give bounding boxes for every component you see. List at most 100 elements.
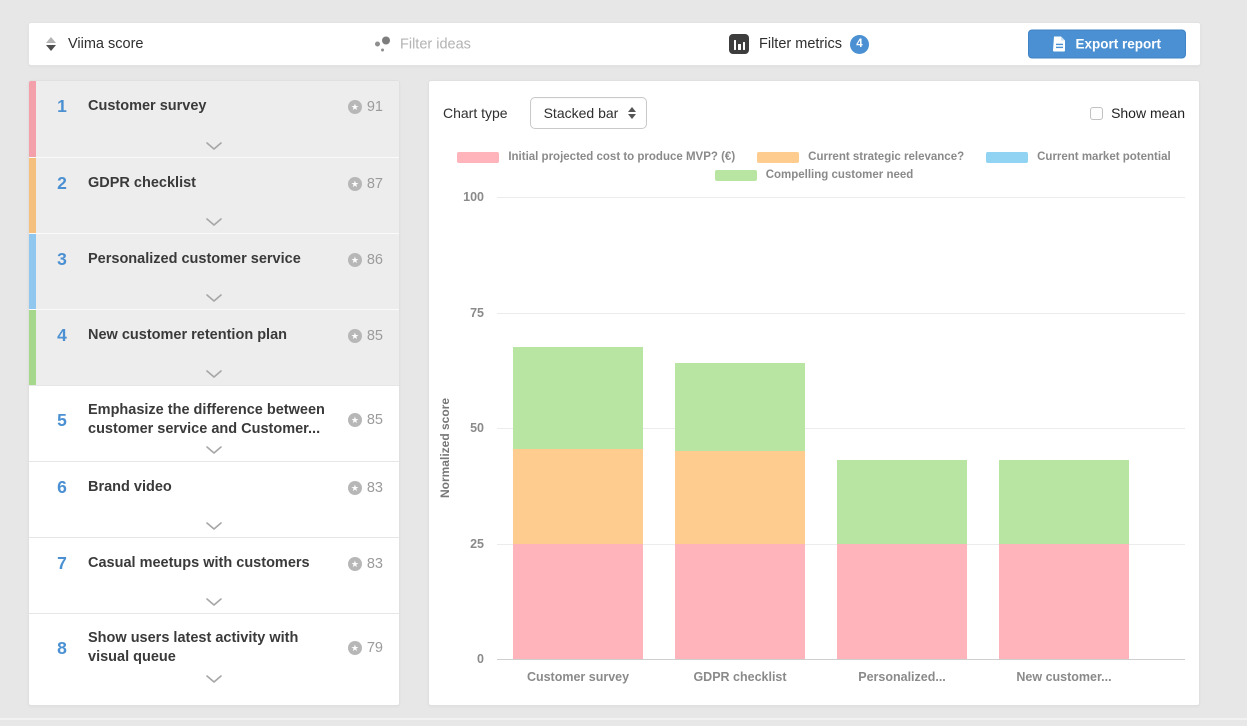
idea-row-main: 3 Personalized customer service ★ 86 xyxy=(29,249,399,270)
idea-rank: 7 xyxy=(57,553,67,574)
chart-bar xyxy=(497,197,659,659)
expand-chevron-icon[interactable] xyxy=(192,363,236,385)
y-axis-label: Normalized score xyxy=(438,397,452,498)
legend-label: Compelling customer need xyxy=(765,169,914,181)
show-mean-checkbox[interactable] xyxy=(1090,106,1104,120)
document-icon xyxy=(1053,36,1066,52)
idea-title: Emphasize the difference between custome… xyxy=(88,402,325,438)
idea-row[interactable]: 8 Show users latest activity with visual … xyxy=(29,613,399,690)
gridline xyxy=(497,428,1185,429)
legend-item: Current strategic relevance? xyxy=(757,151,964,163)
chart-type-select[interactable]: Stacked bar xyxy=(529,97,648,129)
export-report-label: Export report xyxy=(1075,36,1161,52)
idea-rank: 6 xyxy=(57,477,67,498)
idea-row-main: 4 New customer retention plan ★ 85 xyxy=(29,325,399,346)
legend-item: Current market potential xyxy=(986,151,1171,163)
y-tick-label: 100 xyxy=(463,190,484,204)
idea-score: ★ 83 xyxy=(347,555,383,572)
x-axis-labels: Customer survey GDPR checklist Personalize… xyxy=(497,670,1145,698)
idea-row[interactable]: 1 Customer survey ★ 91 xyxy=(29,81,399,157)
expand-chevron-icon[interactable] xyxy=(192,287,236,309)
idea-score: ★ 85 xyxy=(347,327,383,344)
legend-swatch xyxy=(714,169,757,181)
idea-score-value: 85 xyxy=(366,412,383,429)
score-star-icon: ★ xyxy=(347,176,362,191)
score-star-icon: ★ xyxy=(347,413,362,428)
y-tick-label: 0 xyxy=(477,652,484,666)
score-star-icon: ★ xyxy=(347,480,362,495)
idea-row-main: 5 Emphasize the difference between custom… xyxy=(29,401,399,439)
filter-metrics-control[interactable]: Filter metrics 4 xyxy=(729,34,869,54)
gridline xyxy=(497,197,1185,198)
idea-title: Customer survey xyxy=(88,97,207,114)
filter-ideas-control[interactable] xyxy=(374,36,540,53)
idea-row[interactable]: 2 GDPR checklist ★ 87 xyxy=(29,157,399,233)
select-arrows-icon xyxy=(628,107,637,119)
idea-score: ★ 87 xyxy=(347,175,383,192)
chart-type-label: Chart type xyxy=(443,105,508,121)
idea-title: Personalized customer service xyxy=(88,250,301,267)
expand-chevron-icon[interactable] xyxy=(192,515,236,537)
idea-rank: 8 xyxy=(57,637,67,658)
idea-row[interactable]: 7 Casual meetups with customers ★ 83 xyxy=(29,537,399,614)
idea-color-strip xyxy=(29,234,36,309)
idea-title: Casual meetups with customers xyxy=(88,555,310,572)
idea-color-strip xyxy=(29,81,36,157)
legend-label: Current strategic relevance? xyxy=(808,151,965,163)
score-star-icon: ★ xyxy=(347,641,362,656)
legend-swatch xyxy=(986,151,1029,163)
sort-by-control[interactable]: Viima score xyxy=(44,36,143,52)
idea-score-value: 83 xyxy=(366,555,383,572)
idea-row-main: 8 Show users latest activity with visual … xyxy=(29,629,399,667)
expand-chevron-icon[interactable] xyxy=(192,135,236,157)
bar-segment xyxy=(999,543,1129,659)
idea-row[interactable]: 5 Emphasize the difference between custom… xyxy=(29,385,399,462)
gridline xyxy=(497,312,1185,314)
expand-chevron-icon[interactable] xyxy=(192,591,236,613)
idea-score-value: 83 xyxy=(366,479,383,496)
idea-title: Brand video xyxy=(88,479,172,496)
plot-area: Normalized score 0 25 50 75 100 Customer sur… xyxy=(429,190,1185,698)
expand-chevron-icon[interactable] xyxy=(192,668,236,690)
idea-title: New customer retention plan xyxy=(88,326,288,343)
bar-chart-icon xyxy=(729,34,749,54)
show-mean-control[interactable]: Show mean xyxy=(1090,105,1185,121)
chart-bar xyxy=(821,197,983,659)
score-star-icon: ★ xyxy=(347,556,362,571)
chart-bar xyxy=(659,197,821,659)
y-tick-label: 25 xyxy=(470,536,484,551)
filter-ideas-input[interactable] xyxy=(400,36,540,52)
bar-stack xyxy=(999,197,1129,659)
score-star-icon: ★ xyxy=(347,99,362,114)
idea-rank: 1 xyxy=(57,96,67,116)
plot-grid: 0 25 50 75 100 xyxy=(463,190,1185,666)
expand-chevron-icon[interactable] xyxy=(192,211,236,233)
idea-row[interactable]: 3 Personalized customer service ★ 86 xyxy=(29,233,399,309)
legend-label: Current market potential xyxy=(1037,151,1171,163)
y-tick-label: 75 xyxy=(470,305,484,320)
bar-stack xyxy=(675,197,805,659)
idea-rank: 4 xyxy=(57,325,67,345)
idea-score-value: 85 xyxy=(366,327,383,344)
expand-chevron-icon[interactable] xyxy=(192,439,236,461)
chart-type-value: Stacked bar xyxy=(543,105,619,121)
y-tick-label: 50 xyxy=(470,421,484,435)
idea-score-value: 87 xyxy=(366,175,383,192)
idea-row-main: 7 Casual meetups with customers ★ 83 xyxy=(29,553,399,574)
export-report-button[interactable]: Export report xyxy=(1028,29,1186,59)
x-axis-label: Personalized... xyxy=(858,670,946,684)
bar-segment xyxy=(513,448,643,544)
idea-row-main: 6 Brand video ★ 83 xyxy=(29,477,399,498)
legend-item: Compelling customer need xyxy=(714,169,914,181)
idea-score: ★ 79 xyxy=(347,640,383,657)
idea-dots-icon xyxy=(374,36,391,53)
bar-segment xyxy=(999,460,1129,544)
idea-rank: 3 xyxy=(57,249,67,269)
idea-score-value: 79 xyxy=(366,640,383,657)
idea-row[interactable]: 6 Brand video ★ 83 xyxy=(29,461,399,538)
idea-row[interactable]: 4 New customer retention plan ★ 85 xyxy=(29,309,399,385)
bar-segment xyxy=(837,460,967,544)
filter-metrics-label: Filter metrics xyxy=(759,36,842,52)
x-axis-label: GDPR checklist xyxy=(693,670,787,684)
